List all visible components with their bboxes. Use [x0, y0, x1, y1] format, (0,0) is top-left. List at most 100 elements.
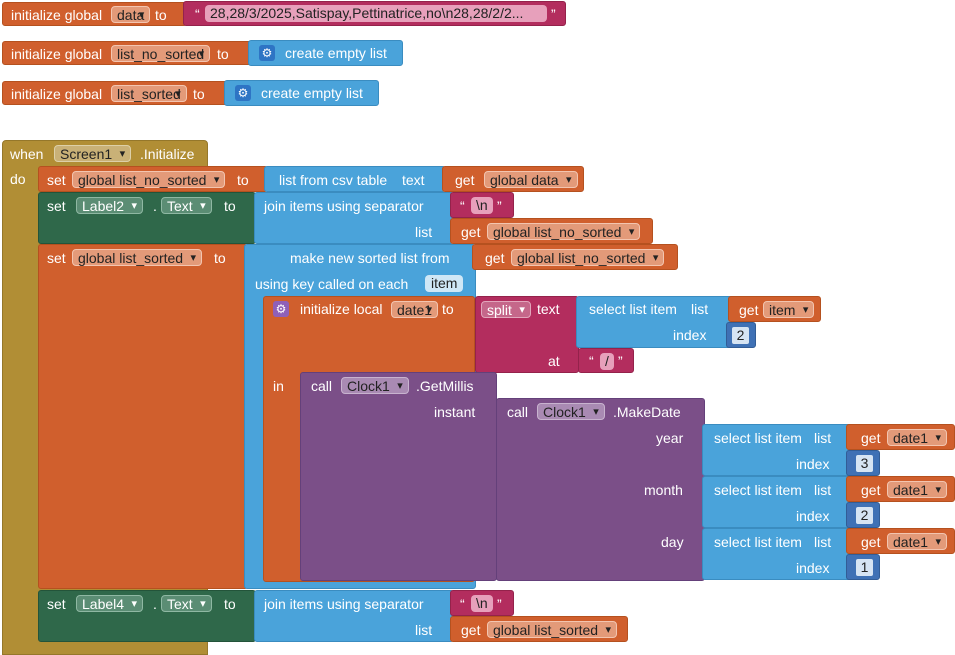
to-label: to: [442, 301, 454, 317]
get-label: get: [461, 622, 481, 638]
to-label: to: [217, 46, 229, 62]
create-empty-list-block-2[interactable]: ⚙ create empty list: [224, 80, 379, 106]
get-label: get: [461, 224, 481, 240]
global-name-list-sorted[interactable]: list_sorted: [111, 85, 187, 103]
slash-text-block[interactable]: “ / ”: [578, 348, 634, 373]
list-label: list: [691, 301, 709, 317]
clock-component-dropdown[interactable]: Clock1: [537, 403, 605, 421]
global-name-data[interactable]: data: [111, 6, 151, 24]
index-number-value[interactable]: 3: [856, 455, 873, 472]
list-from-csv-table-block[interactable]: list from csv table text: [264, 166, 446, 192]
index-label: index: [796, 508, 830, 524]
split-text-block[interactable]: split text at: [475, 296, 579, 373]
component-dropdown[interactable]: Label2: [76, 197, 144, 215]
get-label: get: [861, 534, 881, 550]
split-dropdown[interactable]: split: [481, 301, 531, 319]
at-arg-label: at: [548, 353, 560, 369]
get-var-dropdown[interactable]: date1: [887, 481, 948, 499]
to-label: to: [155, 7, 167, 23]
select-list-item-block[interactable]: select list item list index: [576, 296, 734, 348]
set-global-list-no-sorted-block[interactable]: set global list_no_sorted to: [38, 166, 268, 192]
get-global-list-no-sorted-block[interactable]: get global list_no_sorted: [450, 218, 653, 244]
get-var-dropdown[interactable]: item: [763, 301, 815, 319]
get-global-data-block[interactable]: get global data: [442, 166, 584, 192]
in-label: in: [273, 378, 284, 394]
slash-value[interactable]: /: [600, 353, 614, 370]
get-var-dropdown[interactable]: date1: [887, 533, 948, 551]
text-arg-label: text: [537, 301, 560, 317]
day-label: day: [661, 534, 684, 550]
index-number-value[interactable]: 2: [732, 327, 749, 344]
method-name: .GetMillis: [416, 378, 474, 394]
get-var-dropdown[interactable]: global list_sorted: [487, 621, 618, 639]
using-key-label: using key called on each: [255, 276, 409, 292]
screen-dropdown[interactable]: Screen1: [54, 145, 132, 163]
create-empty-list-block-1[interactable]: ⚙ create empty list: [248, 40, 403, 66]
join-items-block-2[interactable]: join items using separator list: [254, 590, 454, 642]
set-var-dropdown[interactable]: global list_no_sorted: [72, 171, 226, 189]
quote-close-icon: ”: [497, 198, 502, 214]
init-global-list-sorted-block[interactable]: initialize global list_sorted to: [2, 81, 228, 105]
dot-label: .: [153, 198, 157, 214]
do-label: do: [10, 171, 26, 187]
method-name: .MakeDate: [613, 404, 681, 420]
index-number-block-day[interactable]: 1: [846, 554, 880, 580]
text-literal-data[interactable]: “ 28,28/3/2025,Satispay,Pettinatrice,no\…: [183, 1, 566, 26]
set-label4-text-block[interactable]: set Label4 . Text to: [38, 590, 256, 642]
call-clock1-makedate-block[interactable]: call Clock1 .MakeDate year month day: [496, 398, 705, 581]
select-list-item-label: select list item: [714, 534, 802, 550]
gear-icon[interactable]: ⚙: [235, 85, 251, 101]
to-label: to: [224, 596, 236, 612]
list-label: list: [814, 430, 832, 446]
when-label: when: [10, 146, 44, 162]
get-item-block[interactable]: get item: [728, 296, 821, 322]
gear-icon[interactable]: ⚙: [273, 301, 289, 317]
gear-icon[interactable]: ⚙: [259, 45, 275, 61]
get-var-dropdown[interactable]: global list_no_sorted: [487, 223, 641, 241]
index-number-block-month[interactable]: 2: [846, 502, 880, 528]
clock-component-dropdown[interactable]: Clock1: [341, 377, 409, 395]
init-global-list-no-sorted-block[interactable]: initialize global list_no_sorted to: [2, 41, 252, 65]
call-clock1-getmillis-block[interactable]: call Clock1 .GetMillis instant: [300, 372, 497, 581]
quote-open-icon: “: [589, 353, 594, 369]
separator-value[interactable]: \n: [471, 197, 493, 214]
property-dropdown[interactable]: Text: [161, 197, 212, 215]
set-var-dropdown[interactable]: global list_sorted: [72, 249, 203, 267]
index-number-value[interactable]: 1: [856, 559, 873, 576]
set-global-list-sorted-block[interactable]: set global list_sorted to: [38, 244, 248, 589]
get-date1-block-month[interactable]: get date1: [846, 476, 955, 502]
select-list-item-day-block[interactable]: select list item list index: [702, 528, 854, 580]
join-items-block[interactable]: join items using separator list: [254, 192, 454, 244]
list-from-csv-label: list from csv table: [279, 172, 388, 188]
get-global-list-sorted-block[interactable]: get global list_sorted: [450, 616, 628, 642]
get-global-list-no-sorted-block-2[interactable]: get global list_no_sorted: [472, 244, 678, 270]
select-list-item-month-block[interactable]: select list item list index: [702, 476, 854, 528]
key-item-variable[interactable]: item: [425, 275, 464, 292]
get-var-dropdown[interactable]: global data: [484, 171, 578, 189]
local-name-date1[interactable]: date1: [391, 301, 439, 319]
make-sorted-list-label: make new sorted list from: [290, 250, 450, 266]
init-global-data-block[interactable]: initialize global data to: [2, 2, 187, 26]
get-date1-block-year[interactable]: get date1: [846, 424, 955, 450]
init-global-label: initialize global: [11, 7, 103, 23]
separator-text-block[interactable]: “ \n ”: [450, 192, 514, 218]
set-label2-text-block[interactable]: set Label2 . Text to: [38, 192, 256, 244]
get-date1-block-day[interactable]: get date1: [846, 528, 955, 554]
quote-open-icon: “: [460, 596, 465, 612]
separator-value[interactable]: \n: [471, 595, 493, 612]
property-dropdown[interactable]: Text: [161, 595, 212, 613]
dot-label: .: [153, 596, 157, 612]
create-empty-list-label: create empty list: [285, 45, 387, 61]
select-list-item-year-block[interactable]: select list item list index: [702, 424, 854, 476]
index-number-block-year[interactable]: 3: [846, 450, 880, 476]
index-number-value[interactable]: 2: [856, 507, 873, 524]
index-number-block[interactable]: 2: [726, 322, 756, 348]
get-var-dropdown[interactable]: date1: [887, 429, 948, 447]
index-label: index: [796, 456, 830, 472]
separator-text-block-2[interactable]: “ \n ”: [450, 590, 514, 616]
component-dropdown[interactable]: Label4: [76, 595, 144, 613]
global-name-list-no-sorted[interactable]: list_no_sorted: [111, 45, 211, 63]
get-var-dropdown[interactable]: global list_no_sorted: [511, 249, 665, 267]
get-label: get: [485, 250, 505, 266]
data-string-value[interactable]: 28,28/3/2025,Satispay,Pettinatrice,no\n2…: [205, 5, 547, 22]
